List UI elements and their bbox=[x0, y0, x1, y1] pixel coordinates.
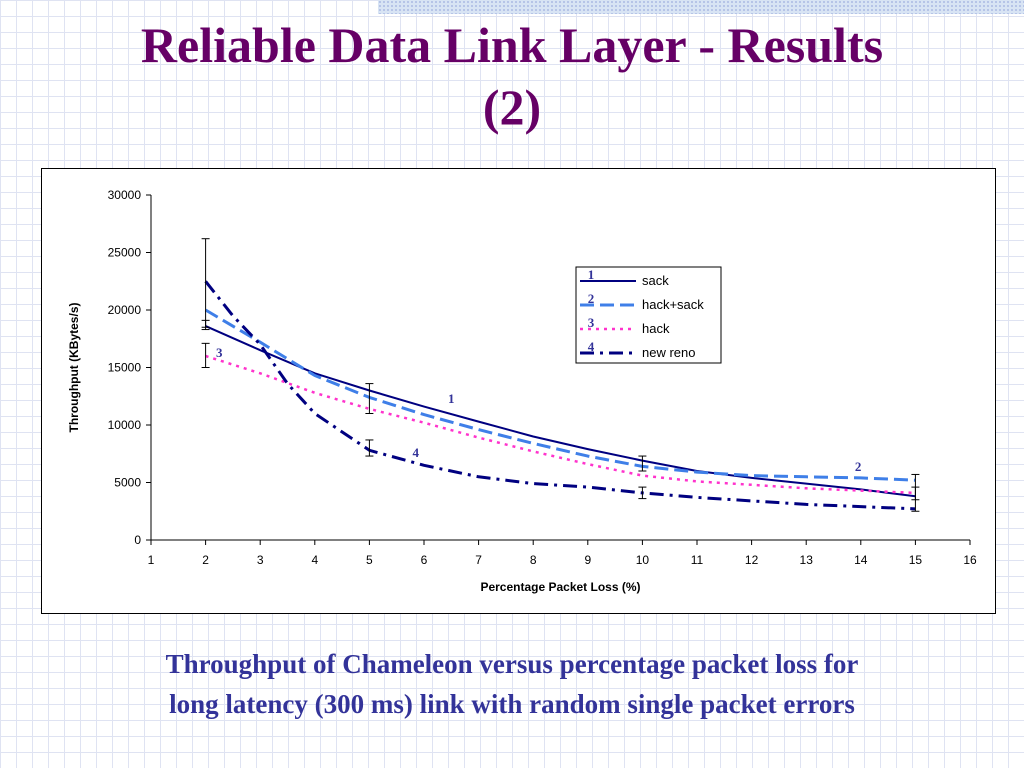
series-line-hack-sack bbox=[204, 308, 916, 482]
legend-label: new reno bbox=[642, 345, 695, 360]
legend-label: hack+sack bbox=[642, 297, 704, 312]
y-tick-label: 30000 bbox=[108, 188, 142, 202]
x-tick-label: 9 bbox=[584, 553, 591, 567]
legend-label: hack bbox=[642, 321, 670, 336]
series-line-sack bbox=[205, 325, 916, 498]
slide-title: Reliable Data Link Layer - Results (2) bbox=[20, 14, 1004, 138]
curve-label: 1 bbox=[448, 391, 455, 406]
decorative-corner-band bbox=[378, 0, 1024, 14]
error-bars bbox=[201, 238, 920, 512]
legend-box bbox=[575, 266, 722, 364]
legend-number: 2 bbox=[588, 291, 595, 306]
legend-number: 3 bbox=[588, 315, 595, 330]
series-line-new-reno bbox=[204, 280, 916, 511]
slide-caption: Throughput of Chameleon versus percentag… bbox=[20, 644, 1004, 724]
x-tick-label: 6 bbox=[421, 553, 428, 567]
x-tick-label: 10 bbox=[636, 553, 650, 567]
x-tick-label: 4 bbox=[311, 553, 318, 567]
title-line-2: (2) bbox=[482, 79, 542, 135]
curve-labels: 1 2 3 4 bbox=[216, 345, 861, 474]
x-tick-label: 8 bbox=[530, 553, 537, 567]
chart-frame: 0 5000 10000 15000 20000 25000 30000 1 2 3 4 5 6 7 8 9 1… bbox=[41, 168, 996, 614]
title-line-1: Reliable Data Link Layer - Results bbox=[140, 17, 884, 73]
legend-number: 1 bbox=[588, 267, 595, 282]
y-tick-label: 5000 bbox=[114, 476, 141, 490]
y-tick-label: 20000 bbox=[108, 303, 142, 317]
x-tick-label: 14 bbox=[854, 553, 868, 567]
y-tick-label: 25000 bbox=[108, 246, 142, 260]
legend-label: sack bbox=[642, 273, 669, 288]
legend-number: 4 bbox=[588, 339, 595, 354]
x-tick-label: 16 bbox=[963, 553, 977, 567]
y-tick-label: 15000 bbox=[108, 361, 142, 375]
x-tick-label: 3 bbox=[257, 553, 264, 567]
x-tick-label: 12 bbox=[745, 553, 759, 567]
x-tick-label: 13 bbox=[800, 553, 814, 567]
series-layer bbox=[204, 280, 916, 511]
caption-line-1: Throughput of Chameleon versus percentag… bbox=[165, 649, 859, 679]
caption-line-2: long latency (300 ms) link with random s… bbox=[169, 689, 855, 719]
x-tick-label: 7 bbox=[475, 553, 482, 567]
x-tick-label: 1 bbox=[148, 553, 155, 567]
y-axis-label: Throughput (KBytes/s) bbox=[67, 303, 81, 433]
x-axis-label: Percentage Packet Loss (%) bbox=[480, 580, 640, 594]
series-line-hack bbox=[205, 354, 916, 495]
curve-label: 2 bbox=[855, 459, 862, 474]
y-tick-label: 10000 bbox=[108, 418, 142, 432]
y-tick-label: 0 bbox=[134, 533, 141, 547]
x-tick-label: 15 bbox=[909, 553, 923, 567]
curve-label: 3 bbox=[216, 345, 223, 360]
curve-label: 4 bbox=[413, 445, 420, 460]
x-tick-label: 11 bbox=[691, 553, 704, 567]
x-tick-label: 5 bbox=[366, 553, 373, 567]
x-tick-label: 2 bbox=[202, 553, 209, 567]
legend: 1 sack 2 hack+sack 3 hack 4 new reno bbox=[575, 266, 722, 364]
